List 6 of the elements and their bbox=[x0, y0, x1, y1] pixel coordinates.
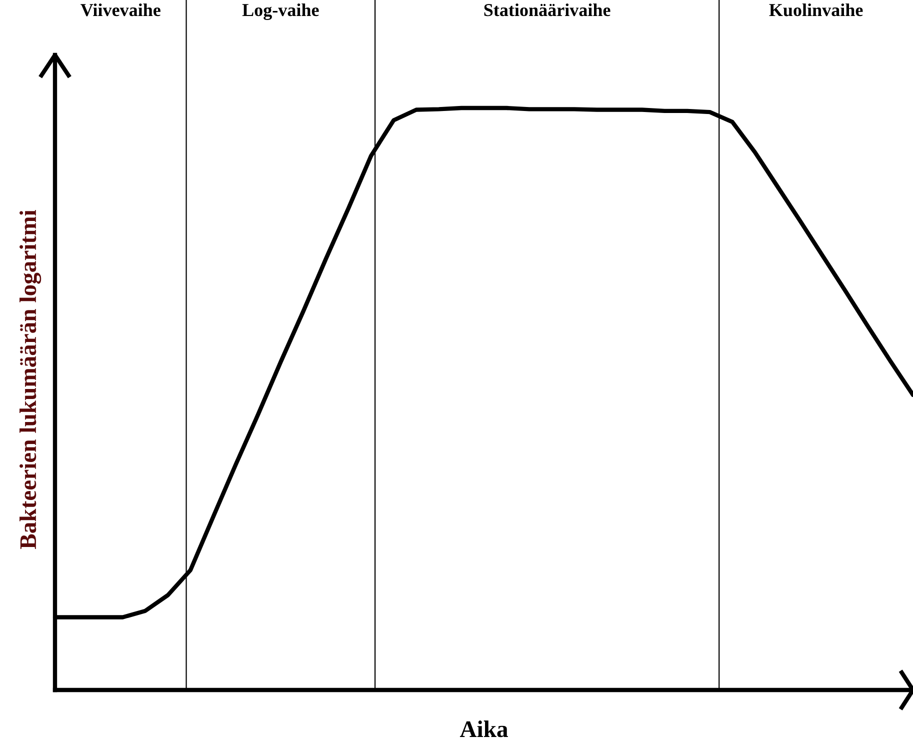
text: Stationäärivaihe bbox=[484, 3, 610, 16]
text: Kuolinvaihe bbox=[769, 3, 863, 16]
text: Log-vaihe bbox=[242, 3, 319, 20]
text: Viivevaihe bbox=[80, 3, 160, 16]
x-axis-title: Aika bbox=[460, 720, 508, 738]
y-axis-title: Bakteerien lukumäärän logaritmi bbox=[20, 210, 42, 549]
